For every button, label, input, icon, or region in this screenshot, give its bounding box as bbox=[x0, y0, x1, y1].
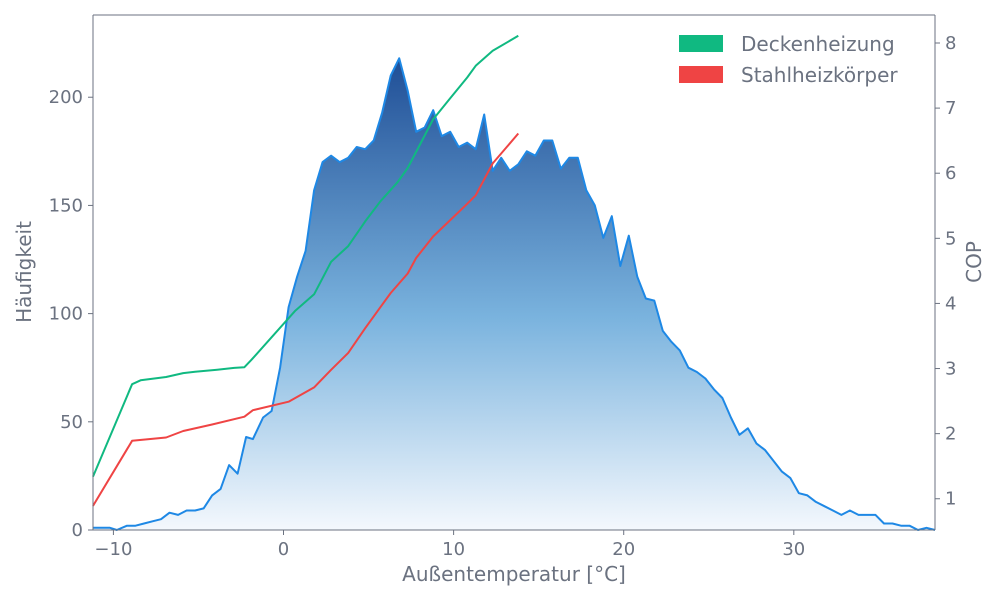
y-right-tick-label: 8 bbox=[945, 33, 956, 54]
legend-swatch-deckenheizung bbox=[679, 35, 723, 52]
y-right-tick-label: 7 bbox=[945, 98, 956, 119]
y-right-tick-label: 3 bbox=[945, 359, 956, 380]
x-tick-label: −10 bbox=[94, 539, 132, 560]
legend-label-stahlheizkoerper: Stahlheizkörper bbox=[741, 63, 898, 87]
y-left-tick-label: 0 bbox=[72, 520, 83, 541]
y-left-tick-label: 100 bbox=[49, 304, 83, 325]
y-right-tick-label: 6 bbox=[945, 163, 956, 184]
y-axis-left-title: Häufigkeit bbox=[12, 221, 36, 323]
x-tick-label: 10 bbox=[442, 539, 465, 560]
y-right-tick-label: 5 bbox=[945, 228, 956, 249]
y-left-tick-label: 200 bbox=[49, 87, 83, 108]
axes: −10 0 10 20 30 0 50 100 150 200 1 2 3 4 5 6 7 8 bbox=[49, 14, 956, 560]
y-left-tick-label: 50 bbox=[60, 412, 83, 433]
plot-area bbox=[92, 34, 936, 531]
legend-label-deckenheizung: Deckenheizung bbox=[741, 32, 895, 56]
x-tick-label: 20 bbox=[612, 539, 635, 560]
series-line-stahlheizkoerper bbox=[92, 132, 520, 507]
x-tick-label: 0 bbox=[278, 539, 289, 560]
x-axis-title: Außentemperatur [°C] bbox=[402, 562, 626, 586]
frequency-area bbox=[93, 58, 935, 531]
series-line-deckenheizung bbox=[92, 34, 519, 477]
y-right-tick-label: 2 bbox=[945, 424, 956, 445]
legend: Deckenheizung Stahlheizkörper bbox=[679, 32, 898, 87]
y-right-tick-label: 4 bbox=[945, 293, 956, 314]
x-tick-label: 30 bbox=[782, 539, 805, 560]
y-left-tick-label: 150 bbox=[49, 195, 83, 216]
frequency-line bbox=[93, 57, 936, 531]
legend-swatch-stahlheizkoerper bbox=[679, 66, 723, 83]
y-axis-right-title: COP bbox=[962, 241, 986, 283]
y-right-tick-label: 1 bbox=[945, 489, 956, 510]
